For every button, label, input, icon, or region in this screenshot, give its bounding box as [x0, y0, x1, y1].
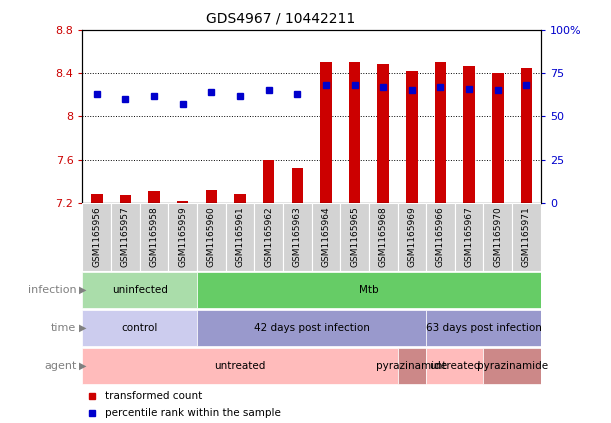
- Text: GSM1165971: GSM1165971: [522, 206, 531, 267]
- Text: pyrazinamide: pyrazinamide: [376, 361, 447, 371]
- Bar: [378, 64, 389, 203]
- Text: GSM1165961: GSM1165961: [235, 206, 244, 267]
- Bar: [225, 203, 254, 271]
- Bar: [398, 348, 426, 384]
- Bar: [197, 310, 426, 346]
- Text: GSM1165962: GSM1165962: [264, 206, 273, 267]
- Text: time: time: [51, 323, 76, 333]
- Bar: [82, 348, 398, 384]
- Text: uninfected: uninfected: [112, 285, 167, 295]
- Text: GSM1165964: GSM1165964: [321, 206, 331, 267]
- Bar: [426, 203, 455, 271]
- Bar: [234, 195, 246, 203]
- Text: GSM1165968: GSM1165968: [379, 206, 388, 267]
- Bar: [483, 203, 512, 271]
- Text: 63 days post infection: 63 days post infection: [425, 323, 541, 333]
- Bar: [140, 203, 169, 271]
- Bar: [406, 71, 417, 203]
- Bar: [197, 272, 541, 308]
- Bar: [463, 66, 475, 203]
- Text: infection: infection: [27, 285, 76, 295]
- Bar: [177, 201, 188, 203]
- Text: GSM1165970: GSM1165970: [493, 206, 502, 267]
- Bar: [492, 73, 503, 203]
- Bar: [369, 203, 398, 271]
- Text: control: control: [122, 323, 158, 333]
- Text: GSM1165959: GSM1165959: [178, 206, 187, 267]
- Bar: [82, 272, 197, 308]
- Text: GSM1165957: GSM1165957: [121, 206, 130, 267]
- Bar: [120, 195, 131, 203]
- Text: untreated: untreated: [214, 361, 266, 371]
- Text: GSM1165966: GSM1165966: [436, 206, 445, 267]
- Bar: [483, 348, 541, 384]
- Bar: [512, 203, 541, 271]
- Bar: [206, 190, 217, 203]
- Text: Mtb: Mtb: [359, 285, 379, 295]
- Text: percentile rank within the sample: percentile rank within the sample: [106, 408, 281, 418]
- Bar: [320, 62, 332, 203]
- Text: GSM1165967: GSM1165967: [464, 206, 474, 267]
- Bar: [426, 348, 483, 384]
- Bar: [426, 310, 541, 346]
- Text: ▶: ▶: [79, 285, 87, 295]
- Bar: [312, 203, 340, 271]
- Text: GSM1165960: GSM1165960: [207, 206, 216, 267]
- Text: pyrazinamide: pyrazinamide: [477, 361, 547, 371]
- Bar: [291, 168, 303, 203]
- Bar: [169, 203, 197, 271]
- Text: GSM1165965: GSM1165965: [350, 206, 359, 267]
- Text: agent: agent: [44, 361, 76, 371]
- Bar: [283, 203, 312, 271]
- Bar: [521, 68, 532, 203]
- Bar: [82, 310, 197, 346]
- Bar: [254, 203, 283, 271]
- Text: GSM1165958: GSM1165958: [150, 206, 159, 267]
- Bar: [398, 203, 426, 271]
- Text: 42 days post infection: 42 days post infection: [254, 323, 370, 333]
- Bar: [197, 203, 225, 271]
- Bar: [455, 203, 483, 271]
- Text: GSM1165969: GSM1165969: [408, 206, 416, 267]
- Text: GSM1165963: GSM1165963: [293, 206, 302, 267]
- Bar: [435, 62, 446, 203]
- Bar: [91, 195, 103, 203]
- Text: GSM1165956: GSM1165956: [92, 206, 101, 267]
- Bar: [340, 203, 369, 271]
- Text: transformed count: transformed count: [106, 390, 203, 401]
- Bar: [263, 160, 274, 203]
- Bar: [148, 191, 160, 203]
- Text: GDS4967 / 10442211: GDS4967 / 10442211: [207, 11, 356, 25]
- Bar: [82, 203, 111, 271]
- Text: ▶: ▶: [79, 323, 87, 333]
- Text: ▶: ▶: [79, 361, 87, 371]
- Bar: [111, 203, 140, 271]
- Text: untreated: untreated: [429, 361, 480, 371]
- Bar: [349, 62, 360, 203]
